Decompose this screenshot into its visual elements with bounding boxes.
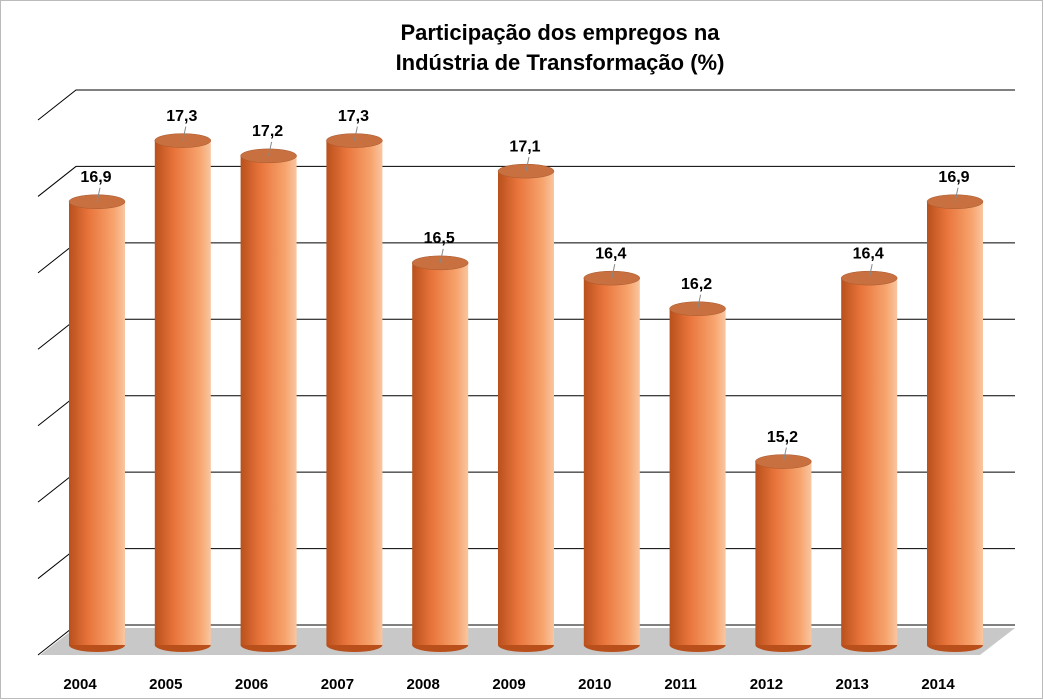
bar-part bbox=[69, 201, 125, 645]
x-tick-label: 2008 bbox=[407, 676, 440, 693]
x-tick-label: 2010 bbox=[578, 676, 611, 693]
label-leader bbox=[954, 187, 959, 202]
value-label: 16,4 bbox=[595, 245, 626, 262]
chart-title: Participação dos empregos na bbox=[400, 20, 720, 45]
bar bbox=[583, 270, 641, 652]
x-tick-label: 2013 bbox=[836, 676, 869, 693]
label-leader bbox=[697, 294, 702, 309]
bar bbox=[68, 194, 126, 652]
bar-part bbox=[841, 278, 898, 645]
bar bbox=[840, 270, 898, 652]
x-tick-label: 2006 bbox=[235, 676, 268, 693]
value-label: 16,4 bbox=[853, 245, 884, 262]
bar-part bbox=[412, 262, 469, 645]
bar-part bbox=[927, 201, 983, 645]
bar-part bbox=[154, 140, 211, 646]
x-tick-label: 2014 bbox=[921, 676, 955, 693]
x-tick-label: 2009 bbox=[492, 676, 525, 693]
bar-part bbox=[326, 140, 383, 646]
label-leader bbox=[268, 141, 273, 156]
bar-part bbox=[669, 308, 726, 645]
value-label: 16,2 bbox=[681, 276, 712, 293]
bar bbox=[240, 148, 297, 652]
bar-part bbox=[755, 461, 812, 645]
bar-part bbox=[498, 171, 554, 645]
x-tick-label: 2004 bbox=[63, 676, 97, 693]
bar bbox=[755, 454, 812, 652]
label-leader bbox=[353, 126, 358, 141]
x-tick-label: 2012 bbox=[750, 676, 783, 693]
bar bbox=[154, 133, 212, 652]
grid-line bbox=[37, 165, 1015, 197]
label-leader bbox=[182, 126, 187, 141]
label-leader bbox=[782, 447, 787, 462]
grid-line bbox=[37, 89, 1015, 121]
label-leader bbox=[611, 264, 616, 279]
label-leader bbox=[525, 157, 530, 172]
bar bbox=[411, 255, 469, 652]
x-tick-label: 2007 bbox=[321, 676, 354, 693]
label-leader bbox=[96, 187, 101, 202]
bar-part bbox=[240, 155, 297, 645]
value-label: 17,3 bbox=[166, 108, 197, 125]
value-label: 17,1 bbox=[509, 138, 540, 155]
bar bbox=[326, 133, 383, 652]
bar bbox=[926, 194, 984, 652]
bar-part bbox=[583, 278, 640, 645]
x-tick-label: 2005 bbox=[149, 676, 182, 693]
label-leader bbox=[868, 264, 873, 279]
x-tick-label: 2011 bbox=[664, 676, 697, 693]
bar bbox=[669, 301, 726, 652]
chart-title: Indústria de Transformação (%) bbox=[396, 50, 725, 75]
value-label: 16,9 bbox=[80, 169, 111, 186]
value-label: 16,9 bbox=[938, 169, 969, 186]
value-label: 17,3 bbox=[338, 108, 369, 125]
bar bbox=[497, 163, 555, 652]
value-label: 17,2 bbox=[252, 123, 283, 140]
label-leader bbox=[439, 248, 444, 263]
value-label: 16,5 bbox=[424, 230, 455, 247]
value-label: 15,2 bbox=[767, 429, 798, 446]
